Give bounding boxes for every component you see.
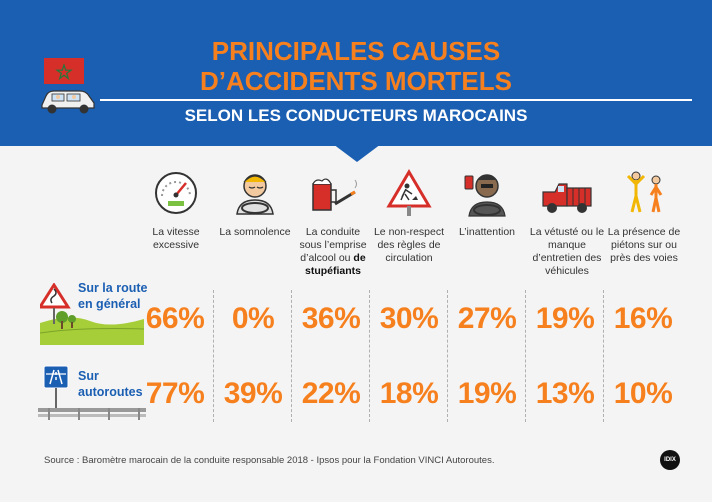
speedometer-icon	[155, 172, 197, 214]
row-label-line-1: Sur la route	[78, 281, 148, 295]
row-label-general-road: Sur la route en général	[78, 280, 147, 312]
value-general-vehicle: 19%	[535, 302, 595, 335]
cause-vehicle-condition: La vétusté ou le manque d’entretien des …	[528, 168, 606, 278]
row-label-motorways: Sur autoroutes	[78, 368, 143, 400]
column-separator	[447, 290, 448, 422]
cause-label-bold: de stupéfiants	[304, 252, 366, 277]
column-separator	[213, 290, 214, 422]
value-general-pedestrians: 16%	[613, 302, 673, 335]
motorway-landscape-icon	[38, 365, 146, 420]
page-subtitle: SELON LES CONDUCTEURS MAROCAINS	[184, 106, 528, 125]
header-banner	[0, 0, 712, 146]
title-line-2: D’ACCIDENTS MORTELS	[200, 66, 512, 96]
cause-label-text: La conduite sous l’emprise d’alcool ou	[299, 226, 367, 264]
cause-rules: Le non-respect des règles de circulation	[370, 168, 448, 265]
value-motorway-vehicle: 13%	[535, 377, 595, 410]
phone-driver-icon	[464, 174, 506, 217]
value-general-alcohol: 36%	[301, 302, 361, 335]
source-note: Source : Baromètre marocain de la condui…	[44, 455, 495, 466]
column-separator	[603, 290, 604, 422]
drowsy-driver-icon	[236, 174, 274, 215]
cause-label: Le non-respect des règles de circulation	[373, 226, 445, 264]
cause-drowsiness: La somnolence	[216, 168, 294, 239]
cause-label: La vétusté ou le manque d’entretien des …	[529, 226, 605, 277]
header-divider	[100, 99, 692, 101]
column-separator	[525, 290, 526, 422]
value-general-drowsiness: 0%	[231, 302, 275, 335]
title-line-1: PRINCIPALES CAUSES	[211, 36, 501, 66]
cause-label: L’inattention	[458, 226, 516, 238]
value-motorway-rules: 18%	[379, 377, 439, 410]
row-label-line-2: autoroutes	[78, 385, 143, 399]
roadwork-sign-icon	[386, 169, 432, 216]
value-motorway-inattention: 19%	[457, 377, 517, 410]
row-label-line-2: en général	[78, 297, 141, 311]
road-landscape-icon	[40, 283, 144, 345]
value-general-speed: 66%	[145, 302, 205, 335]
pedestrians-icon	[626, 171, 663, 213]
value-motorway-drowsiness: 39%	[223, 377, 283, 410]
old-truck-icon	[542, 183, 592, 213]
row-label-line-1: Sur	[78, 369, 99, 383]
cause-alcohol-drugs: La conduite sous l’emprise d’alcool ou d…	[294, 168, 372, 278]
cause-pedestrians: La présence de piétons sur ou près des v…	[605, 168, 683, 265]
value-general-rules: 30%	[379, 302, 439, 335]
column-separator	[291, 290, 292, 422]
value-motorway-alcohol: 22%	[301, 377, 361, 410]
cause-label: La présence de piétons sur ou près des v…	[607, 226, 681, 264]
cause-label: La conduite sous l’emprise d’alcool ou d…	[294, 226, 372, 278]
header-notch	[333, 144, 381, 162]
morocco-flag-icon	[44, 58, 84, 84]
cause-speed: La vitesse excessive	[137, 168, 215, 252]
cause-inattention: L’inattention	[448, 168, 526, 239]
value-motorway-speed: 77%	[145, 377, 205, 410]
cause-label: La vitesse excessive	[152, 226, 200, 251]
page-title: PRINCIPALES CAUSES D’ACCIDENTS MORTELS	[170, 36, 542, 96]
car-icon	[41, 90, 95, 114]
idix-logo: IDIX	[660, 450, 680, 470]
value-motorway-pedestrians: 10%	[613, 377, 673, 410]
column-separator	[369, 290, 370, 422]
value-general-inattention: 27%	[457, 302, 517, 335]
beer-cigarette-icon	[312, 178, 357, 211]
cause-label: La somnolence	[219, 226, 291, 238]
